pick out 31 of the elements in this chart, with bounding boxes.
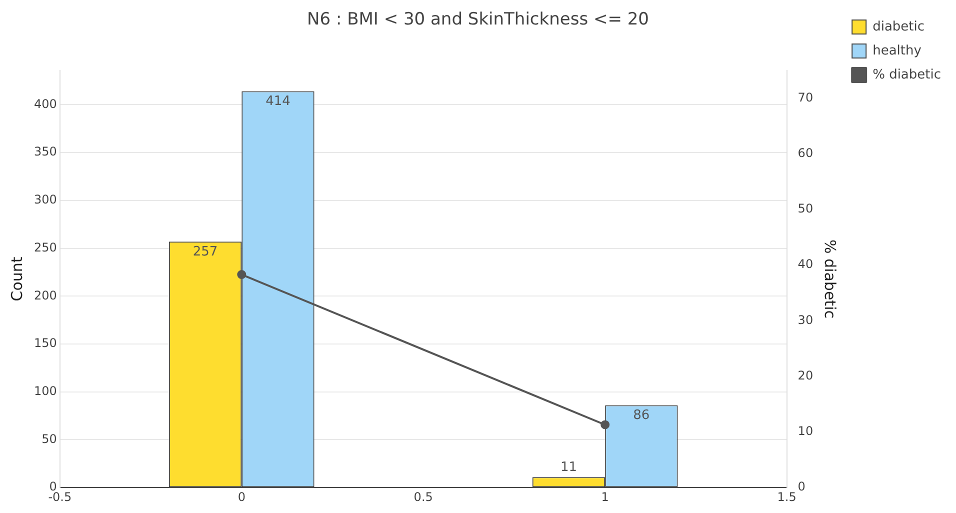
chart-title: N6 : BMI < 30 and SkinThickness <= 20 <box>307 10 649 30</box>
y2-tick-label: 0 <box>798 480 806 494</box>
y2-tick-label: 50 <box>798 202 814 216</box>
y2-tick-label: 40 <box>798 257 814 272</box>
y2-tick-label: 20 <box>798 368 814 382</box>
data-label: 86 <box>633 408 650 424</box>
y-tick-label: 150 <box>34 336 57 350</box>
legend-label: % diabetic <box>872 67 941 82</box>
data-label: 257 <box>192 244 218 260</box>
y2-tick-label: 10 <box>798 424 814 438</box>
y2-axis-title: % diabetic <box>821 240 840 318</box>
x-tick-label: 1.5 <box>777 490 796 504</box>
y-tick-label: 350 <box>34 144 57 159</box>
x-tick-label: 0 <box>238 490 246 504</box>
y-axis-title: Count <box>8 256 26 302</box>
y-tick-label: 400 <box>34 96 57 111</box>
data-label: 11 <box>560 460 578 475</box>
y-tick-label: 300 <box>34 192 57 207</box>
legend-label: healthy <box>872 43 922 58</box>
y2-tick-label: 70 <box>798 90 814 104</box>
x-tick-label: -0.5 <box>48 490 72 504</box>
x-tick-label: 0.5 <box>414 490 433 504</box>
y-tick-label: 100 <box>34 384 57 398</box>
y2-tick-label: 60 <box>798 146 814 160</box>
y-tick-label: 250 <box>34 240 57 254</box>
x-tick-label: 1 <box>601 490 609 504</box>
y2-tick-label: 30 <box>798 312 814 327</box>
legend-label: diabetic <box>872 19 925 34</box>
y-tick-label: 50 <box>42 432 57 446</box>
y-tick-label: 200 <box>34 288 57 302</box>
data-label: 414 <box>266 94 290 110</box>
